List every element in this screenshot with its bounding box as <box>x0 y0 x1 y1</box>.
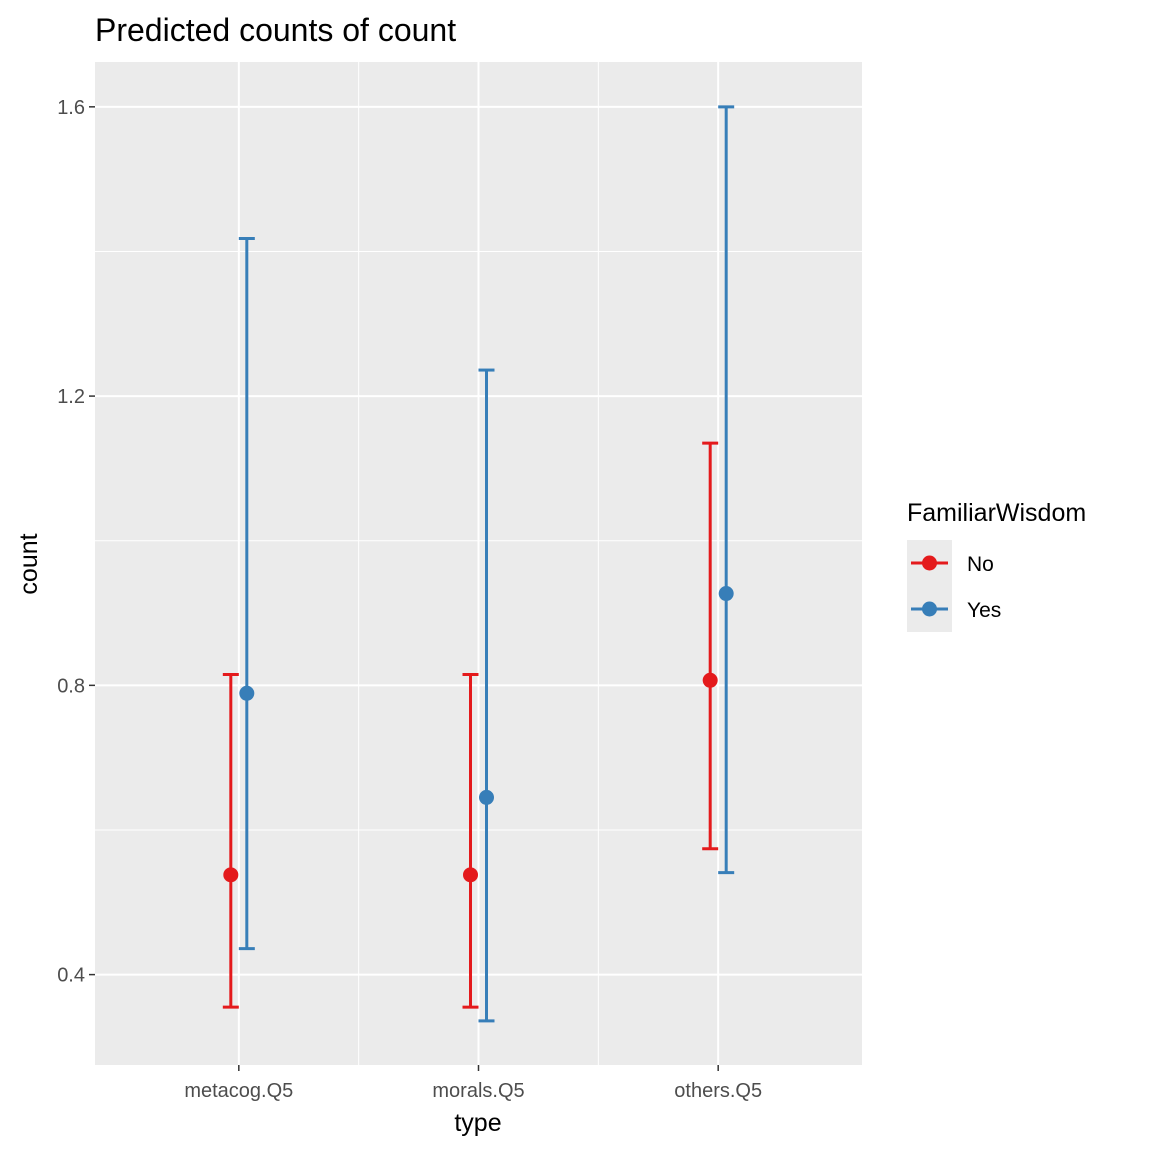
legend-item-no: No <box>911 553 994 576</box>
legend-title: FamiliarWisdom <box>907 499 1086 527</box>
y-tick-label: 0.4 <box>57 965 85 987</box>
chart-title: Predicted counts of count <box>95 12 456 48</box>
data-point <box>463 867 478 883</box>
x-axis-title: type <box>454 1109 501 1137</box>
legend-key-point <box>922 601 937 617</box>
x-tick-label: metacog.Q5 <box>184 1080 293 1102</box>
legend: FamiliarWisdom No Yes <box>907 499 1086 632</box>
series-no <box>222 441 719 1009</box>
y-tick-label: 0.8 <box>57 675 85 697</box>
series-yes <box>238 105 735 1023</box>
y-tick-label: 1.2 <box>57 386 85 408</box>
legend-key-background <box>907 540 952 632</box>
data-point <box>239 685 255 701</box>
major-gridlines <box>95 62 862 1065</box>
x-tick-label: morals.Q5 <box>432 1080 524 1102</box>
legend-label: No <box>967 553 994 576</box>
y-axis: 0.4 0.8 1.2 1.6 <box>57 97 95 987</box>
x-axis: metacog.Q5 morals.Q5 others.Q5 <box>184 1065 762 1102</box>
y-axis-title: count <box>15 533 43 594</box>
x-tick-label: others.Q5 <box>674 1080 762 1102</box>
legend-label: Yes <box>967 599 1001 622</box>
legend-item-yes: Yes <box>911 599 1001 622</box>
data-point <box>702 672 718 688</box>
y-tick-label: 1.6 <box>57 97 85 119</box>
data-point <box>718 586 734 602</box>
data-point <box>479 789 494 805</box>
data-point <box>223 867 239 883</box>
data-marks <box>222 105 735 1023</box>
legend-key-point <box>922 555 937 571</box>
